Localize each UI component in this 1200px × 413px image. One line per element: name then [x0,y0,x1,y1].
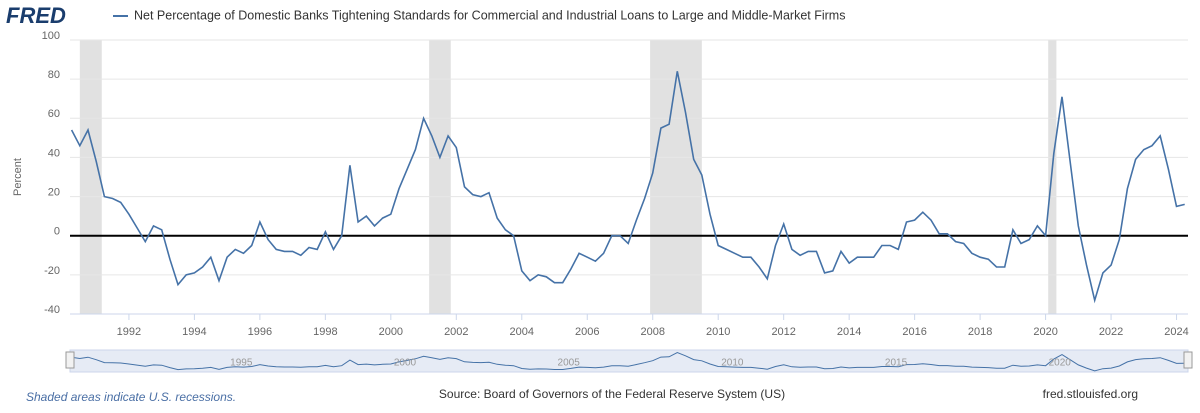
x-tick-label: 2016 [902,326,926,338]
x-tick-label: 2008 [640,326,664,338]
source: Source: Board of Governors of the Federa… [439,387,785,401]
x-tick-label: 2018 [968,326,992,338]
navigator-handle [65,351,75,369]
logo: FRED [6,3,66,28]
recession-band [429,40,451,314]
x-tick-label: 2012 [771,326,795,338]
x-tick-label: 2000 [379,326,403,338]
x-tick-label: 1992 [117,326,141,338]
x-tick-label: 2022 [1099,326,1123,338]
x-tick-label: 2002 [444,326,468,338]
y-tick-label: 20 [48,186,60,198]
navigator-tick-label: 1995 [230,358,253,369]
navigator-tick-label: 2005 [558,358,581,369]
navigator-tick-label: 2000 [394,358,417,369]
recession-band [650,40,702,314]
series-line [70,71,1185,304]
x-tick-label: 1996 [248,326,272,338]
y-axis-label: Percent [12,158,24,196]
x-tick-label: 1998 [313,326,337,338]
y-tick-label: -20 [44,265,60,277]
y-tick-label: 0 [54,226,60,238]
recession-note: Shaded areas indicate U.S. recessions. [26,390,236,404]
navigator-tick-label: 2020 [1049,358,1072,369]
recession-band [79,40,102,314]
navigator-handle [1183,351,1193,369]
x-tick-label: 2020 [1033,326,1057,338]
x-tick-label: 2004 [510,326,534,338]
x-tick-label: 2024 [1164,326,1188,338]
y-tick-label: 40 [48,147,60,159]
site: fred.stlouisfed.org [1043,387,1138,401]
y-tick-label: 60 [48,108,60,120]
y-tick-label: -40 [44,304,60,316]
x-tick-label: 1994 [182,326,206,338]
x-tick-label: 2010 [706,326,730,338]
x-tick-label: 2006 [575,326,599,338]
legend-label: Net Percentage of Domestic Banks Tighten… [134,8,845,22]
navigator-tick-label: 2010 [721,358,744,369]
recession-band [1048,40,1057,314]
y-tick-label: 100 [42,30,60,42]
y-tick-label: 80 [48,69,60,81]
x-tick-label: 2014 [837,326,861,338]
navigator-tick-label: 2015 [885,358,908,369]
navigator-line [71,351,1185,372]
